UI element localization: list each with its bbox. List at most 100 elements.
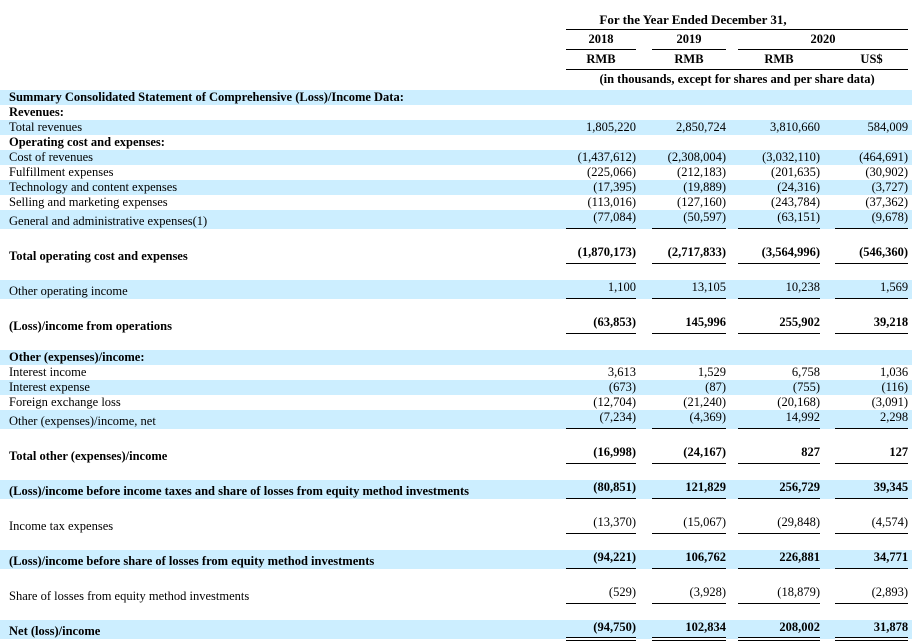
item-row: Interest expense (673) (87) (755) (116) [0,380,912,395]
value-cell: 1,100 [566,280,636,299]
currency-header-row: RMB RMB RMB US$ [0,49,912,70]
value-cell: 226,881 [738,550,820,569]
value-cell: (116) [835,380,909,395]
value-cell: 31,878 [835,620,909,641]
table-body: Summary Consolidated Statement of Compre… [0,90,912,641]
value-cell: (24,316) [738,180,820,195]
value-cell: (2,893) [835,585,909,604]
value-cell: (3,032,110) [738,150,820,165]
section-row: Operating cost and expenses: [0,135,912,150]
value-cell: 3,613 [607,365,636,379]
row-label: Total other (expenses)/income [9,448,168,463]
row-label: Summary Consolidated Statement of Compre… [0,90,556,105]
value-cell: (1,437,612) [566,150,636,165]
total-row: (Loss)/income from operations (63,853) 145… [0,315,912,334]
spacer-row [0,263,912,280]
value-cell: (113,016) [587,195,637,209]
value-cell: (201,635) [771,165,820,179]
total-row: (Loss)/income before share of losses fro… [0,550,912,569]
value-cell: (3,928) [652,585,726,604]
section-row: Revenues: [0,105,912,120]
spacer-row [0,333,912,350]
value-cell: (1,870,173) [566,245,636,264]
spacer-row [0,533,912,550]
spacer-row [0,498,912,515]
row-label: (Loss)/income from operations [9,318,172,333]
value-cell: (7,234) [566,410,636,429]
row-label: (Loss)/income before share of losses fro… [0,550,556,569]
value-cell: (15,067) [652,515,726,534]
item-row: Foreign exchange loss (12,704) (21,240) (20… [0,395,912,410]
value-cell: (2,717,833) [652,245,726,264]
value-cell: 145,996 [652,315,726,334]
value-cell [652,350,726,365]
value-cell: 1,529 [697,365,726,379]
spacer-row [0,603,912,620]
row-label: Foreign exchange loss [9,395,121,409]
value-cell: (29,848) [738,515,820,534]
value-cell: 127 [835,445,909,464]
value-cell [835,350,909,365]
income-statement-table: For the Year Ended December 31, 2018 201… [0,10,912,641]
value-cell: (12,704) [593,395,636,409]
section-row: Summary Consolidated Statement of Compre… [0,90,912,105]
value-cell: (673) [566,380,636,395]
value-cell: 121,829 [652,480,726,499]
value-cell: (3,091) [871,395,909,409]
value-cell: 10,238 [738,280,820,299]
row-label: Other operating income [0,280,556,299]
value-cell [738,105,820,120]
row-label: Total operating cost and expenses [9,248,188,263]
value-cell: (127,160) [677,195,726,209]
value-cell: (4,369) [652,410,726,429]
item-row: Selling and marketing expenses (113,016) (… [0,195,912,210]
spacer-row [0,463,912,480]
value-cell: 2,298 [835,410,909,429]
value-cell: (243,784) [771,195,820,209]
value-cell: (63,151) [738,210,820,229]
value-cell [566,105,636,120]
value-cell: (19,889) [652,180,726,195]
period-header-cell: For the Year Ended December 31, [566,10,909,30]
total-row: Net (loss)/income (94,750) 102,834 208,002 3… [0,620,912,641]
row-label: Selling and marketing expenses [9,195,168,209]
value-cell: (50,597) [652,210,726,229]
year-2019: 2019 [652,29,726,50]
value-cell: 3,810,660 [738,120,820,135]
row-label: Technology and content expenses [0,180,556,195]
value-cell: (30,902) [865,165,909,179]
units-note: (in thousands, except for shares and per… [599,72,875,86]
header-label-spacer [0,10,556,30]
section-row: Other (expenses)/income: [0,350,912,365]
spacer-row [0,228,912,245]
value-cell: (212,183) [677,165,726,179]
value-cell: (63,853) [566,315,636,334]
value-cell: 255,902 [738,315,820,334]
value-cell: (2,308,004) [652,150,726,165]
row-label: (Loss)/income before income taxes and sh… [0,480,556,499]
row-label: Revenues: [9,105,64,119]
value-cell: (16,998) [566,445,636,464]
value-cell: (529) [566,585,636,604]
value-cell: 1,036 [879,365,909,379]
value-cell [566,90,636,105]
row-label: General and administrative expenses(1) [0,210,556,229]
item-row: Total revenues 1,805,220 2,850,724 3,810,66… [0,120,912,135]
value-cell [738,90,820,105]
period-title: For the Year Ended December 31, [599,12,787,27]
value-cell [835,90,909,105]
row-label: Cost of revenues [0,150,556,165]
value-cell [652,105,726,120]
item-row: Technology and content expenses (17,395) (… [0,180,912,195]
row-label: Total revenues [0,120,556,135]
value-cell: 827 [738,445,820,464]
value-cell: (3,727) [835,180,909,195]
value-cell: 1,569 [835,280,909,299]
item-row: Share of losses from equity method inves… [0,585,912,604]
currency-label-2020-usd: US$ [835,49,909,70]
item-row: Interest income 3,613 1,529 6,758 1,036 [0,365,912,380]
value-cell: 39,345 [835,480,909,499]
value-cell: (94,750) [566,620,636,641]
value-cell: (464,691) [835,150,909,165]
item-row: Income tax expenses (13,370) (15,067) (29,8… [0,515,912,534]
